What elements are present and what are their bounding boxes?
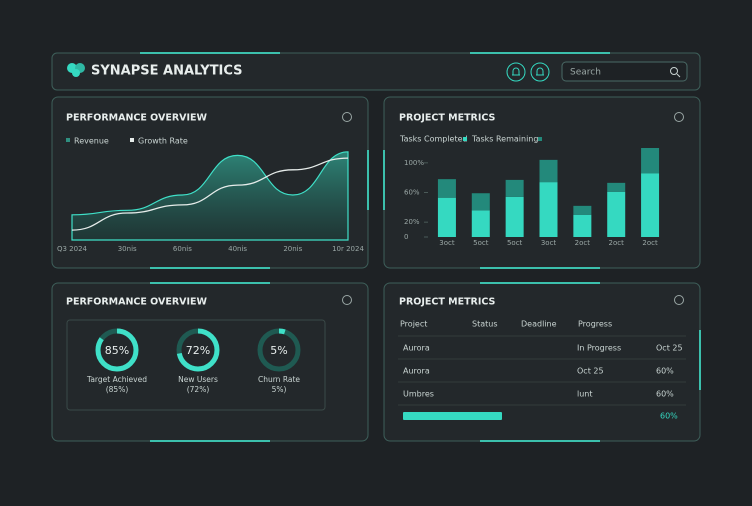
gauge-label: Target Achieved <box>86 375 147 384</box>
gauge-value: 72% <box>186 344 210 357</box>
cell: 60% <box>656 367 674 376</box>
x-tick-label: 10r 2024 <box>332 245 364 253</box>
legend-swatch <box>66 138 70 142</box>
gauge-arc <box>257 328 301 372</box>
gauge-value: 85% <box>105 344 129 357</box>
gauge-note: (72%) <box>187 385 210 394</box>
revenue-area <box>71 151 349 241</box>
cell: In Progress <box>577 344 621 353</box>
y-tick-label: 100% <box>404 159 424 167</box>
bell-icon <box>536 67 544 76</box>
cell: lunt <box>577 390 593 399</box>
column-header: Progress <box>578 320 612 329</box>
y-tick-label: 0 <box>404 233 408 241</box>
column-header: Project <box>400 320 427 329</box>
y-tick-label: 20% <box>404 218 420 226</box>
bar <box>539 159 558 183</box>
x-tick-label: 30nis <box>118 245 137 253</box>
cell: Oct 25 <box>577 367 604 376</box>
bar <box>505 179 524 197</box>
gauge-label: Churn Rate <box>258 375 300 384</box>
gauge-arc <box>176 328 220 372</box>
legend-label: Growth Rate <box>138 137 188 146</box>
bar <box>607 182 626 192</box>
notification-button[interactable] <box>506 62 526 82</box>
cell: Aurora <box>403 367 430 376</box>
panel-title: PERFORMANCE OVERVIEW <box>66 297 208 308</box>
cell: Oct 25 <box>656 344 683 353</box>
x-tick-label: 2oct <box>642 239 658 247</box>
x-tick-label: 3oct <box>541 239 557 247</box>
search-box[interactable] <box>561 61 688 82</box>
bar <box>505 196 524 237</box>
growth-line <box>71 157 349 231</box>
y-tick-label: 60% <box>404 189 420 197</box>
progress-label: 60% <box>660 412 678 421</box>
x-tick-label: 2oct <box>609 239 625 247</box>
gauge-arc <box>95 328 139 372</box>
bar <box>573 214 592 237</box>
legend-label: Revenue <box>74 137 109 146</box>
legend-swatch <box>538 137 542 141</box>
brand: SYNAPSE ANALYTICS <box>91 64 243 79</box>
cell: Umbres <box>403 390 434 399</box>
panel-title: PROJECT METRICS <box>399 113 496 124</box>
gauge-frame <box>66 319 326 411</box>
x-tick-label: 40nis <box>228 245 247 253</box>
gauge-value: 5% <box>270 344 287 357</box>
x-tick-label: 3oct <box>439 239 455 247</box>
bar <box>437 179 456 198</box>
bar <box>607 191 626 237</box>
legend-swatch <box>130 138 134 142</box>
x-tick-label: 2oct <box>575 239 591 247</box>
bar <box>641 173 660 237</box>
x-tick-label: Q3 2024 <box>57 245 88 253</box>
search-icon <box>676 73 681 78</box>
x-tick-label: 60nis <box>173 245 192 253</box>
notification-button[interactable] <box>530 62 550 82</box>
column-header: Deadline <box>521 320 557 329</box>
gauge-note: 5%) <box>272 385 287 394</box>
bar <box>471 210 490 237</box>
cell: Aurora <box>403 344 430 353</box>
panel-title: PROJECT METRICS <box>399 297 496 308</box>
progress-bar <box>403 412 502 420</box>
legend-label: Tasks Completed <box>399 135 468 144</box>
x-tick-label: 5oct <box>473 239 489 247</box>
panel-title: PERFORMANCE OVERVIEW <box>66 113 208 124</box>
gauge-note: (85%) <box>106 385 129 394</box>
legend-swatch <box>463 137 467 141</box>
x-tick-label: 5oct <box>507 239 523 247</box>
bar <box>539 182 558 237</box>
bar <box>471 193 490 211</box>
gauge-label: New Users <box>178 375 218 384</box>
x-tick-label: 20nis <box>283 245 302 253</box>
cell: 60% <box>656 390 674 399</box>
info-icons <box>342 112 684 305</box>
bar <box>437 197 456 237</box>
bell-icon <box>512 67 520 76</box>
logo <box>67 63 85 77</box>
search-placeholder: Search <box>570 68 601 78</box>
legend-label: Tasks Remaining <box>471 135 538 144</box>
search-icon <box>670 67 678 75</box>
bar <box>573 205 592 215</box>
bar <box>641 148 660 174</box>
column-header: Status <box>472 320 498 329</box>
